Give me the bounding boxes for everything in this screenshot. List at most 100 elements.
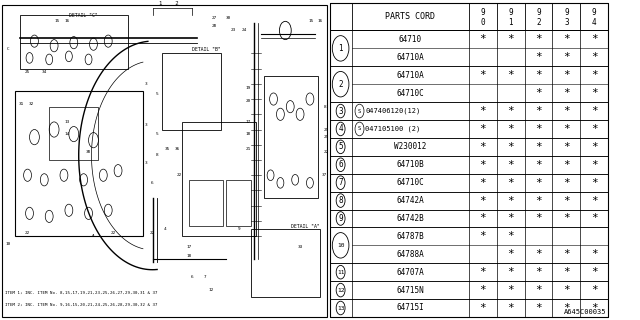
Text: *: * [535,196,542,205]
Text: *: * [563,213,570,223]
Bar [330,299,608,317]
Text: *: * [563,285,570,295]
Text: 6: 6 [151,181,154,185]
Text: *: * [479,70,486,80]
Text: *: * [591,303,598,313]
Text: 18: 18 [186,254,191,258]
Text: *: * [563,88,570,98]
Text: 1: 1 [339,44,343,53]
Text: *: * [591,196,598,205]
Bar [330,3,608,317]
Text: *: * [479,267,486,277]
Text: *: * [535,285,542,295]
Text: *: * [508,285,514,295]
Text: 8: 8 [339,196,343,205]
Text: 27: 27 [212,16,217,20]
Text: 5: 5 [339,142,343,151]
Bar [330,30,608,66]
Text: 64742A: 64742A [396,196,424,205]
Text: DETAIL "A": DETAIL "A" [291,224,319,228]
Text: S: S [358,108,361,114]
Text: 22: 22 [150,231,155,235]
Text: 34: 34 [42,70,47,74]
Bar [330,138,608,156]
Text: 24: 24 [241,28,246,32]
Text: 4: 4 [339,124,343,133]
Bar [251,228,320,297]
Bar [189,180,223,226]
Text: *: * [591,124,598,134]
Text: 1    2: 1 2 [159,1,179,5]
Text: 8: 8 [323,105,326,109]
Text: *: * [591,178,598,188]
Text: C: C [6,47,9,51]
Text: 13: 13 [337,306,344,310]
Text: 64710B: 64710B [396,160,424,169]
Bar [330,174,608,192]
Text: 22: 22 [111,231,116,235]
Text: 36: 36 [175,147,180,151]
Text: 21: 21 [245,147,251,151]
Text: *: * [591,70,598,80]
Text: 10: 10 [5,242,10,246]
Text: DETAIL "B": DETAIL "B" [192,47,221,52]
Text: 31: 31 [19,102,24,106]
Text: *: * [508,249,514,259]
Text: 25: 25 [25,70,30,74]
Text: 64715I: 64715I [396,303,424,313]
Text: 17: 17 [245,120,251,124]
Text: DETAIL "C": DETAIL "C" [69,13,98,18]
Text: 6: 6 [339,160,343,169]
Text: 12: 12 [209,288,214,292]
Text: *: * [508,70,514,80]
Text: 9: 9 [536,8,541,17]
Text: 64710C: 64710C [396,178,424,187]
Text: *: * [591,52,598,62]
Text: A: A [92,234,95,238]
Text: *: * [479,142,486,152]
Text: PARTS CORD: PARTS CORD [385,12,435,21]
Text: 23: 23 [230,28,236,32]
Text: 9: 9 [238,227,241,231]
Text: *: * [563,249,570,259]
Bar [330,66,608,102]
Text: *: * [591,35,598,44]
Text: *: * [479,160,486,170]
Text: 6: 6 [191,275,193,279]
Bar [49,107,99,160]
Text: 047105100 (2): 047105100 (2) [365,126,420,132]
Text: 3: 3 [144,123,147,127]
Text: 2: 2 [339,80,343,89]
Text: 17: 17 [186,245,191,249]
Text: *: * [563,106,570,116]
Text: 32: 32 [29,102,34,106]
Text: *: * [535,160,542,170]
Text: 64788A: 64788A [396,250,424,259]
Text: *: * [508,160,514,170]
Text: *: * [508,267,514,277]
Text: 0: 0 [481,18,485,27]
Text: 64710: 64710 [399,35,422,44]
Text: *: * [563,196,570,205]
Text: 19: 19 [245,86,251,90]
Text: *: * [535,35,542,44]
Text: 9: 9 [508,8,513,17]
Text: *: * [508,35,514,44]
Text: 13: 13 [64,120,70,124]
Text: 22: 22 [324,150,329,154]
Bar [330,192,608,210]
Text: *: * [508,196,514,205]
Text: *: * [563,52,570,62]
Text: *: * [535,52,542,62]
Bar [163,53,221,130]
Bar [20,15,128,68]
Text: 5: 5 [156,92,159,96]
Text: *: * [563,303,570,313]
Text: *: * [535,249,542,259]
Text: 28: 28 [212,24,217,28]
Text: *: * [535,142,542,152]
Text: *: * [508,178,514,188]
Text: 9: 9 [339,214,343,223]
Text: 11: 11 [337,270,344,275]
Text: 15: 15 [54,19,60,23]
